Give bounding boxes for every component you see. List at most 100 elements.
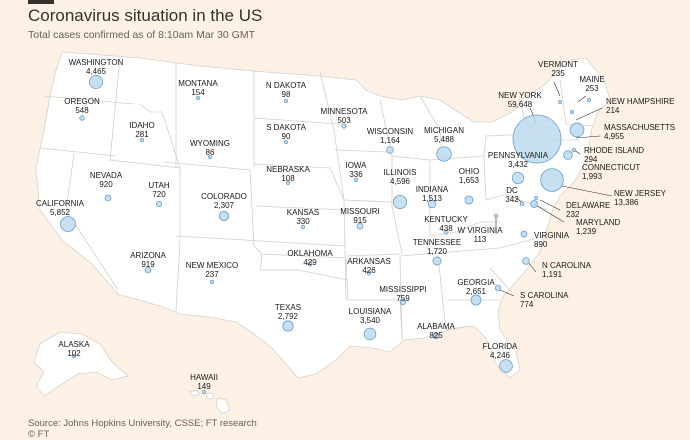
state-cases-utah: 720 (152, 190, 166, 199)
state-name-wyoming: WYOMING (190, 139, 230, 148)
bubble-tennessee (432, 256, 442, 266)
bubble-alabama (432, 332, 440, 340)
bubble-new-jersey (540, 168, 564, 192)
state-name-arizona: ARIZONA (130, 251, 166, 260)
state-cases-colorado: 2,307 (214, 201, 235, 210)
bubble-vermont (558, 100, 563, 105)
bubble-massachusetts (569, 122, 585, 138)
state-cases-indiana: 1,513 (422, 194, 443, 203)
state-cases-montana: 154 (191, 88, 205, 97)
page-subtitle: Total cases confirmed as of 8:10am Mar 3… (28, 29, 256, 41)
state-name-vermont: VERMONT (538, 60, 578, 69)
state-cases-connecticut: 1,993 (582, 172, 603, 181)
state-name-south-carolina: S CAROLINA (520, 291, 569, 300)
bubble-indiana (427, 199, 437, 209)
state-name-louisiana: LOUISIANA (349, 307, 392, 316)
bubble-nebraska (285, 180, 290, 185)
state-name-nevada: NEVADA (90, 171, 123, 180)
state-name-dc: DC (506, 186, 518, 195)
state-name-north-dakota: N DAKOTA (266, 81, 307, 90)
land-layer (33, 51, 611, 415)
state-name-pennsylvania: PENNSYLVANIA (488, 151, 549, 160)
state-name-maine: MAINE (579, 75, 604, 84)
state-cases-wisconsin: 1,164 (380, 136, 401, 145)
state-cases-iowa: 336 (349, 170, 363, 179)
bubble-utah (155, 200, 163, 208)
state-cases-hawaii: 149 (197, 382, 211, 391)
bubble-louisiana (363, 327, 377, 341)
bubble-new-york (512, 114, 562, 164)
state-name-arkansas: ARKANSAS (347, 257, 391, 266)
state-name-washington: WASHINGTON (69, 58, 124, 67)
state-cases-ohio: 1,653 (459, 176, 480, 185)
case-bubbles (60, 75, 592, 394)
state-cases-west-virginia: 113 (474, 235, 487, 244)
bubble-dc (519, 201, 525, 207)
state-name-oregon: OREGON (64, 97, 100, 106)
bubble-missouri (356, 222, 364, 230)
state-cases-vermont: 235 (551, 69, 565, 78)
state-cases-maine: 253 (585, 84, 599, 93)
bubble-michigan (436, 146, 452, 162)
state-name-virginia: VIRGINIA (534, 231, 570, 240)
bubble-montana (195, 96, 200, 101)
state-name-south-dakota: S DAKOTA (266, 123, 307, 132)
bubble-north-carolina (522, 257, 530, 265)
bubble-new-mexico (209, 279, 214, 284)
bubble-south-dakota (283, 139, 288, 144)
state-cases-alabama: 825 (429, 331, 443, 340)
state-name-alabama: ALABAMA (417, 322, 455, 331)
state-name-new-jersey: NEW JERSEY (614, 189, 667, 198)
state-name-kansas: KANSAS (287, 208, 319, 217)
state-cases-new-hampshire: 214 (606, 106, 620, 115)
bubble-colorado (218, 210, 230, 222)
state-name-utah: UTAH (148, 181, 169, 190)
state-name-mississippi: MISSISSIPPI (379, 285, 427, 294)
bubble-wyoming (207, 154, 212, 159)
state-name-idaho: IDAHO (129, 121, 154, 130)
state-cases-kentucky: 438 (439, 224, 453, 233)
state-name-new-hampshire: NEW HAMPSHIRE (606, 97, 674, 106)
bubble-south-carolina (494, 284, 502, 292)
state-cases-oklahoma: 429 (303, 258, 317, 267)
page-title: Coronavirus situation in the US (28, 6, 263, 25)
state-cases-pennsylvania: 3,432 (508, 160, 529, 169)
bubble-wisconsin (386, 146, 394, 154)
state-cases-nevada: 920 (99, 180, 113, 189)
state-cases-delaware: 232 (566, 210, 580, 219)
state-name-west-virginia: W VIRGINIA (458, 226, 504, 235)
state-name-colorado: COLORADO (201, 192, 247, 201)
state-name-oklahoma: OKLAHOMA (287, 249, 333, 258)
bubble-iowa (353, 177, 359, 183)
state-cases-wyoming: 86 (206, 148, 215, 157)
state-cases-new-jersey: 13,386 (614, 198, 639, 207)
state-cases-maryland: 1,239 (576, 227, 597, 236)
hawaii-shape (189, 389, 231, 415)
state-cases-illinois: 4,596 (390, 177, 411, 186)
bubble-ohio (464, 195, 474, 205)
state-name-ohio: OHIO (459, 167, 479, 176)
state-cases-tennessee: 1,720 (427, 247, 448, 256)
state-cases-florida: 4,246 (490, 351, 511, 360)
state-cases-mississippi: 759 (396, 294, 410, 303)
state-name-wisconsin: WISCONSIN (367, 127, 413, 136)
state-cases-arizona: 919 (141, 260, 155, 269)
state-cases-north-carolina: 1,191 (542, 270, 563, 279)
bubble-virginia (520, 230, 528, 238)
bubble-north-dakota (283, 99, 288, 104)
bubble-kansas (300, 224, 306, 230)
state-cases-new-york: 59,648 (508, 100, 533, 109)
state-name-florida: FLORIDA (483, 342, 518, 351)
state-name-new-york: NEW YORK (498, 91, 542, 100)
state-name-north-carolina: N CAROLINA (542, 261, 592, 270)
state-name-georgia: GEORGIA (457, 278, 495, 287)
state-name-massachusetts: MASSACHUSETTS (604, 123, 675, 132)
alaska-shape (33, 331, 129, 397)
bubble-west-virginia (493, 213, 498, 218)
state-name-alaska: ALASKA (58, 340, 90, 349)
state-name-tennessee: TENNESSEE (413, 238, 461, 247)
state-cases-south-dakota: 90 (282, 132, 291, 141)
state-cases-washington: 4,465 (86, 67, 107, 76)
state-cases-minnesota: 503 (337, 116, 351, 125)
state-name-maryland: MARYLAND (576, 218, 621, 227)
